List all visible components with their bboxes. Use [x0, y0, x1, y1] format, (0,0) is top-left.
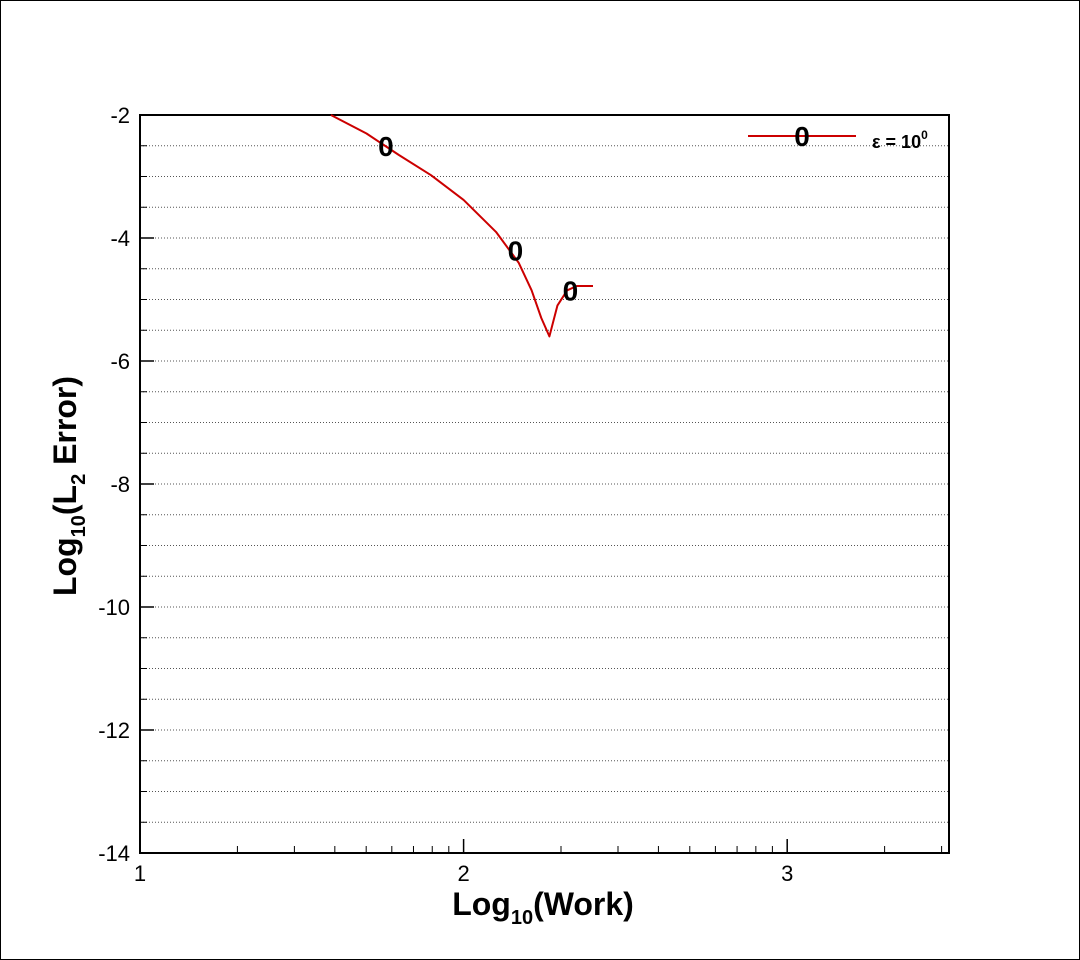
y-tick-label: -4 — [110, 226, 130, 251]
legend: 0 ε = 100 — [748, 121, 928, 152]
data-marker: 0 — [378, 131, 394, 162]
series-layer — [330, 114, 593, 338]
x-axis-title-base: Log — [452, 886, 511, 922]
tick-labels: -2 -4 -6 -8 -10 -12 -141 2 3 — [98, 103, 793, 886]
x-tick-label: 1 — [134, 861, 146, 886]
data-marker: 0 — [508, 235, 524, 266]
x-axis-title-rest: (Work) — [533, 886, 634, 922]
legend-marker: 0 — [794, 121, 810, 152]
grid-lines — [140, 145, 949, 823]
y-axis-title-mid: (L — [47, 485, 83, 515]
y-tick-label: -8 — [110, 472, 130, 497]
x-tick-label: 3 — [781, 861, 793, 886]
y-tick-label: -14 — [98, 841, 130, 866]
y-axis-title-subscript: 10 — [68, 515, 90, 537]
y-axis-title-subscript-2: 2 — [68, 474, 90, 485]
y-tick-label: -2 — [110, 103, 130, 128]
data-markers: 0 0 0 — [378, 131, 578, 307]
y-axis-title-base: Log — [47, 537, 83, 596]
y-axis-title: Log10(L2 Error) — [47, 376, 90, 596]
data-marker: 0 — [563, 275, 579, 306]
series-line — [330, 114, 593, 338]
y-tick-label: -6 — [110, 349, 130, 374]
x-axis-title-subscript: 10 — [511, 907, 533, 929]
plot-area — [139, 114, 950, 854]
legend-label-main: ε = 10 — [872, 132, 921, 152]
y-axis-title-rest: Error) — [47, 376, 83, 474]
legend-label-superscript: 0 — [921, 128, 928, 142]
y-tick-label: -10 — [98, 595, 130, 620]
x-axis-title: Log10(Work) — [452, 886, 634, 929]
legend-label: ε = 100 — [872, 128, 928, 152]
y-tick-label: -12 — [98, 718, 130, 743]
x-tick-label: 2 — [457, 861, 469, 886]
